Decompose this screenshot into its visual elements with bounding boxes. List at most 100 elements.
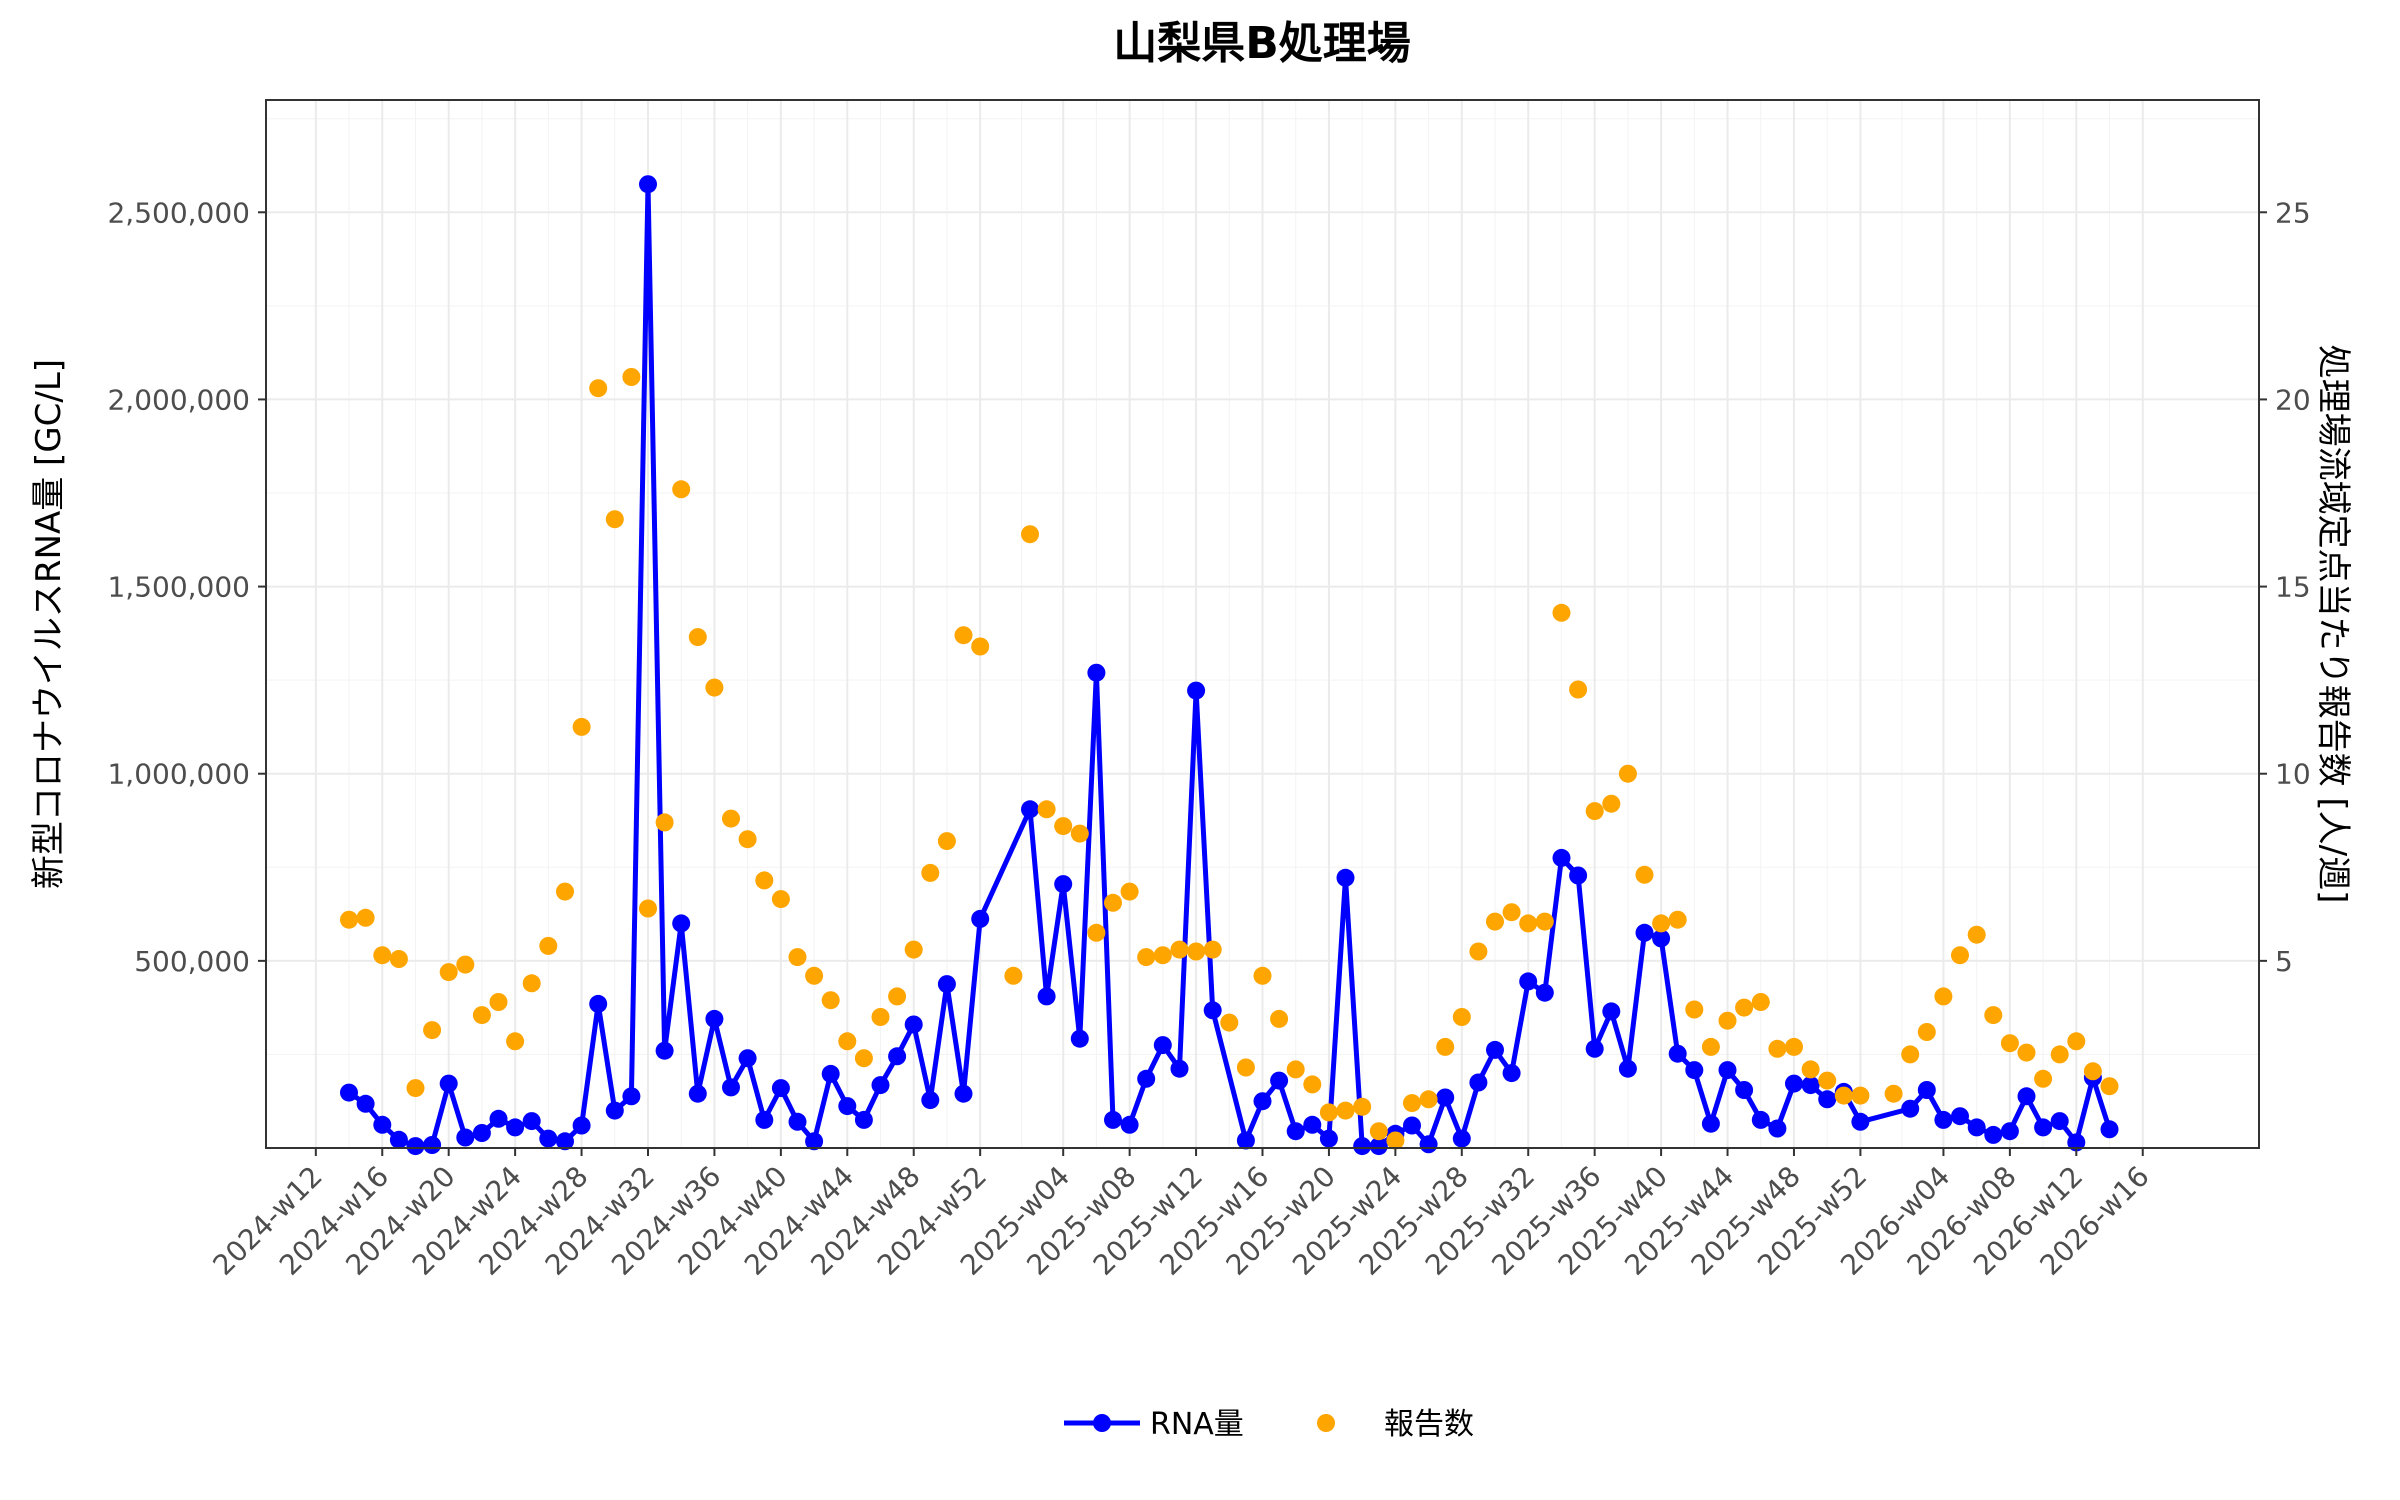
report-point [1502, 903, 1521, 922]
report-point [1851, 1086, 1870, 1105]
report-point [1652, 914, 1671, 933]
report-point [1834, 1086, 1853, 1105]
report-point [1635, 865, 1654, 884]
report-point [406, 1079, 425, 1098]
rna-point [1369, 1137, 1388, 1156]
rna-point [771, 1079, 790, 1098]
rna-point [522, 1112, 541, 1131]
report-point [1967, 925, 1986, 944]
report-point [771, 890, 790, 909]
report-point [1253, 966, 1272, 985]
report-point [572, 717, 591, 736]
report-point [1319, 1103, 1338, 1122]
report-point [489, 993, 508, 1011]
report-point [539, 936, 558, 955]
y-right-tick-label: 5 [2275, 945, 2293, 978]
rna-point [439, 1074, 458, 1093]
rna-point [1967, 1118, 1986, 1137]
report-point [1419, 1090, 1438, 1109]
report-point [1718, 1011, 1737, 1030]
rna-point [1104, 1110, 1122, 1129]
report-point [1203, 940, 1222, 959]
report-point [1785, 1037, 1803, 1056]
rna-point [1934, 1110, 1953, 1129]
report-point [838, 1032, 857, 1051]
rna-point [1818, 1090, 1837, 1109]
report-point [805, 966, 824, 985]
rna-point [2000, 1122, 2019, 1141]
report-point [1901, 1045, 1920, 1064]
rna-point [1054, 875, 1073, 894]
report-point [605, 510, 624, 529]
rna-point [472, 1124, 491, 1142]
rna-point [738, 1049, 757, 1068]
report-point [1701, 1037, 1720, 1056]
report-point [2034, 1069, 2053, 1088]
rna-point [1502, 1064, 1521, 1083]
rna-point [904, 1015, 923, 1034]
report-point [1486, 912, 1504, 931]
report-point [1303, 1075, 1322, 1094]
report-point [1286, 1060, 1305, 1079]
rna-point [456, 1128, 475, 1147]
y-left-tick-label: 2,500,000 [107, 196, 250, 229]
report-point [1569, 680, 1588, 699]
report-point [1004, 966, 1023, 985]
rna-point [1336, 868, 1355, 887]
report-point [389, 950, 408, 968]
report-point [937, 832, 956, 851]
rna-point [1751, 1110, 1770, 1129]
rna-point [1569, 866, 1588, 885]
rna-point [1286, 1122, 1305, 1141]
report-point [456, 955, 475, 974]
report-point [904, 940, 923, 959]
rna-point [921, 1091, 940, 1110]
rna-point [722, 1078, 740, 1097]
rna-point [1037, 987, 1056, 1006]
rna-point [705, 1009, 724, 1028]
legend-reports-marker [1317, 1414, 1335, 1432]
rna-point [356, 1094, 375, 1113]
legend: RNA量 報告数 [1064, 1407, 1474, 1442]
rna-point [605, 1101, 624, 1120]
report-point [1768, 1039, 1787, 1058]
report-point [2017, 1043, 2036, 1062]
rna-point [1901, 1099, 1920, 1118]
rna-point [1353, 1137, 1372, 1156]
report-point [2083, 1062, 2102, 1081]
grid-major [266, 100, 2259, 1148]
report-point [589, 379, 608, 398]
report-point [1170, 940, 1189, 959]
rna-point [1618, 1059, 1637, 1078]
y-left-tick-label: 500,000 [134, 945, 250, 978]
report-point [738, 830, 757, 849]
report-point [1884, 1084, 1903, 1103]
report-point [2067, 1032, 2086, 1051]
report-point [655, 813, 674, 832]
rna-point [1519, 972, 1538, 991]
rna-point [2067, 1133, 2086, 1152]
rna-point [1452, 1129, 1471, 1148]
report-point [888, 987, 907, 1006]
report-point [1585, 802, 1604, 821]
report-point [2100, 1077, 2119, 1096]
report-point [522, 974, 541, 993]
report-point [1984, 1006, 2003, 1025]
rna-point [1170, 1059, 1189, 1078]
rna-point [572, 1116, 591, 1135]
report-point [1369, 1122, 1388, 1141]
rna-point [1070, 1029, 1089, 1048]
y-right-tick-label: 20 [2275, 383, 2311, 416]
report-point [1087, 923, 1106, 942]
rna-point [655, 1041, 674, 1060]
rna-point [1768, 1119, 1787, 1138]
rna-point [1602, 1002, 1621, 1021]
report-point [1037, 800, 1056, 819]
y-left-tick-label: 2,000,000 [107, 383, 250, 416]
legend-reports-label: 報告数 [1384, 1407, 1474, 1442]
report-point [722, 809, 740, 828]
rna-point [556, 1132, 574, 1151]
report-point [1270, 1009, 1289, 1028]
rna-point [1403, 1116, 1421, 1135]
